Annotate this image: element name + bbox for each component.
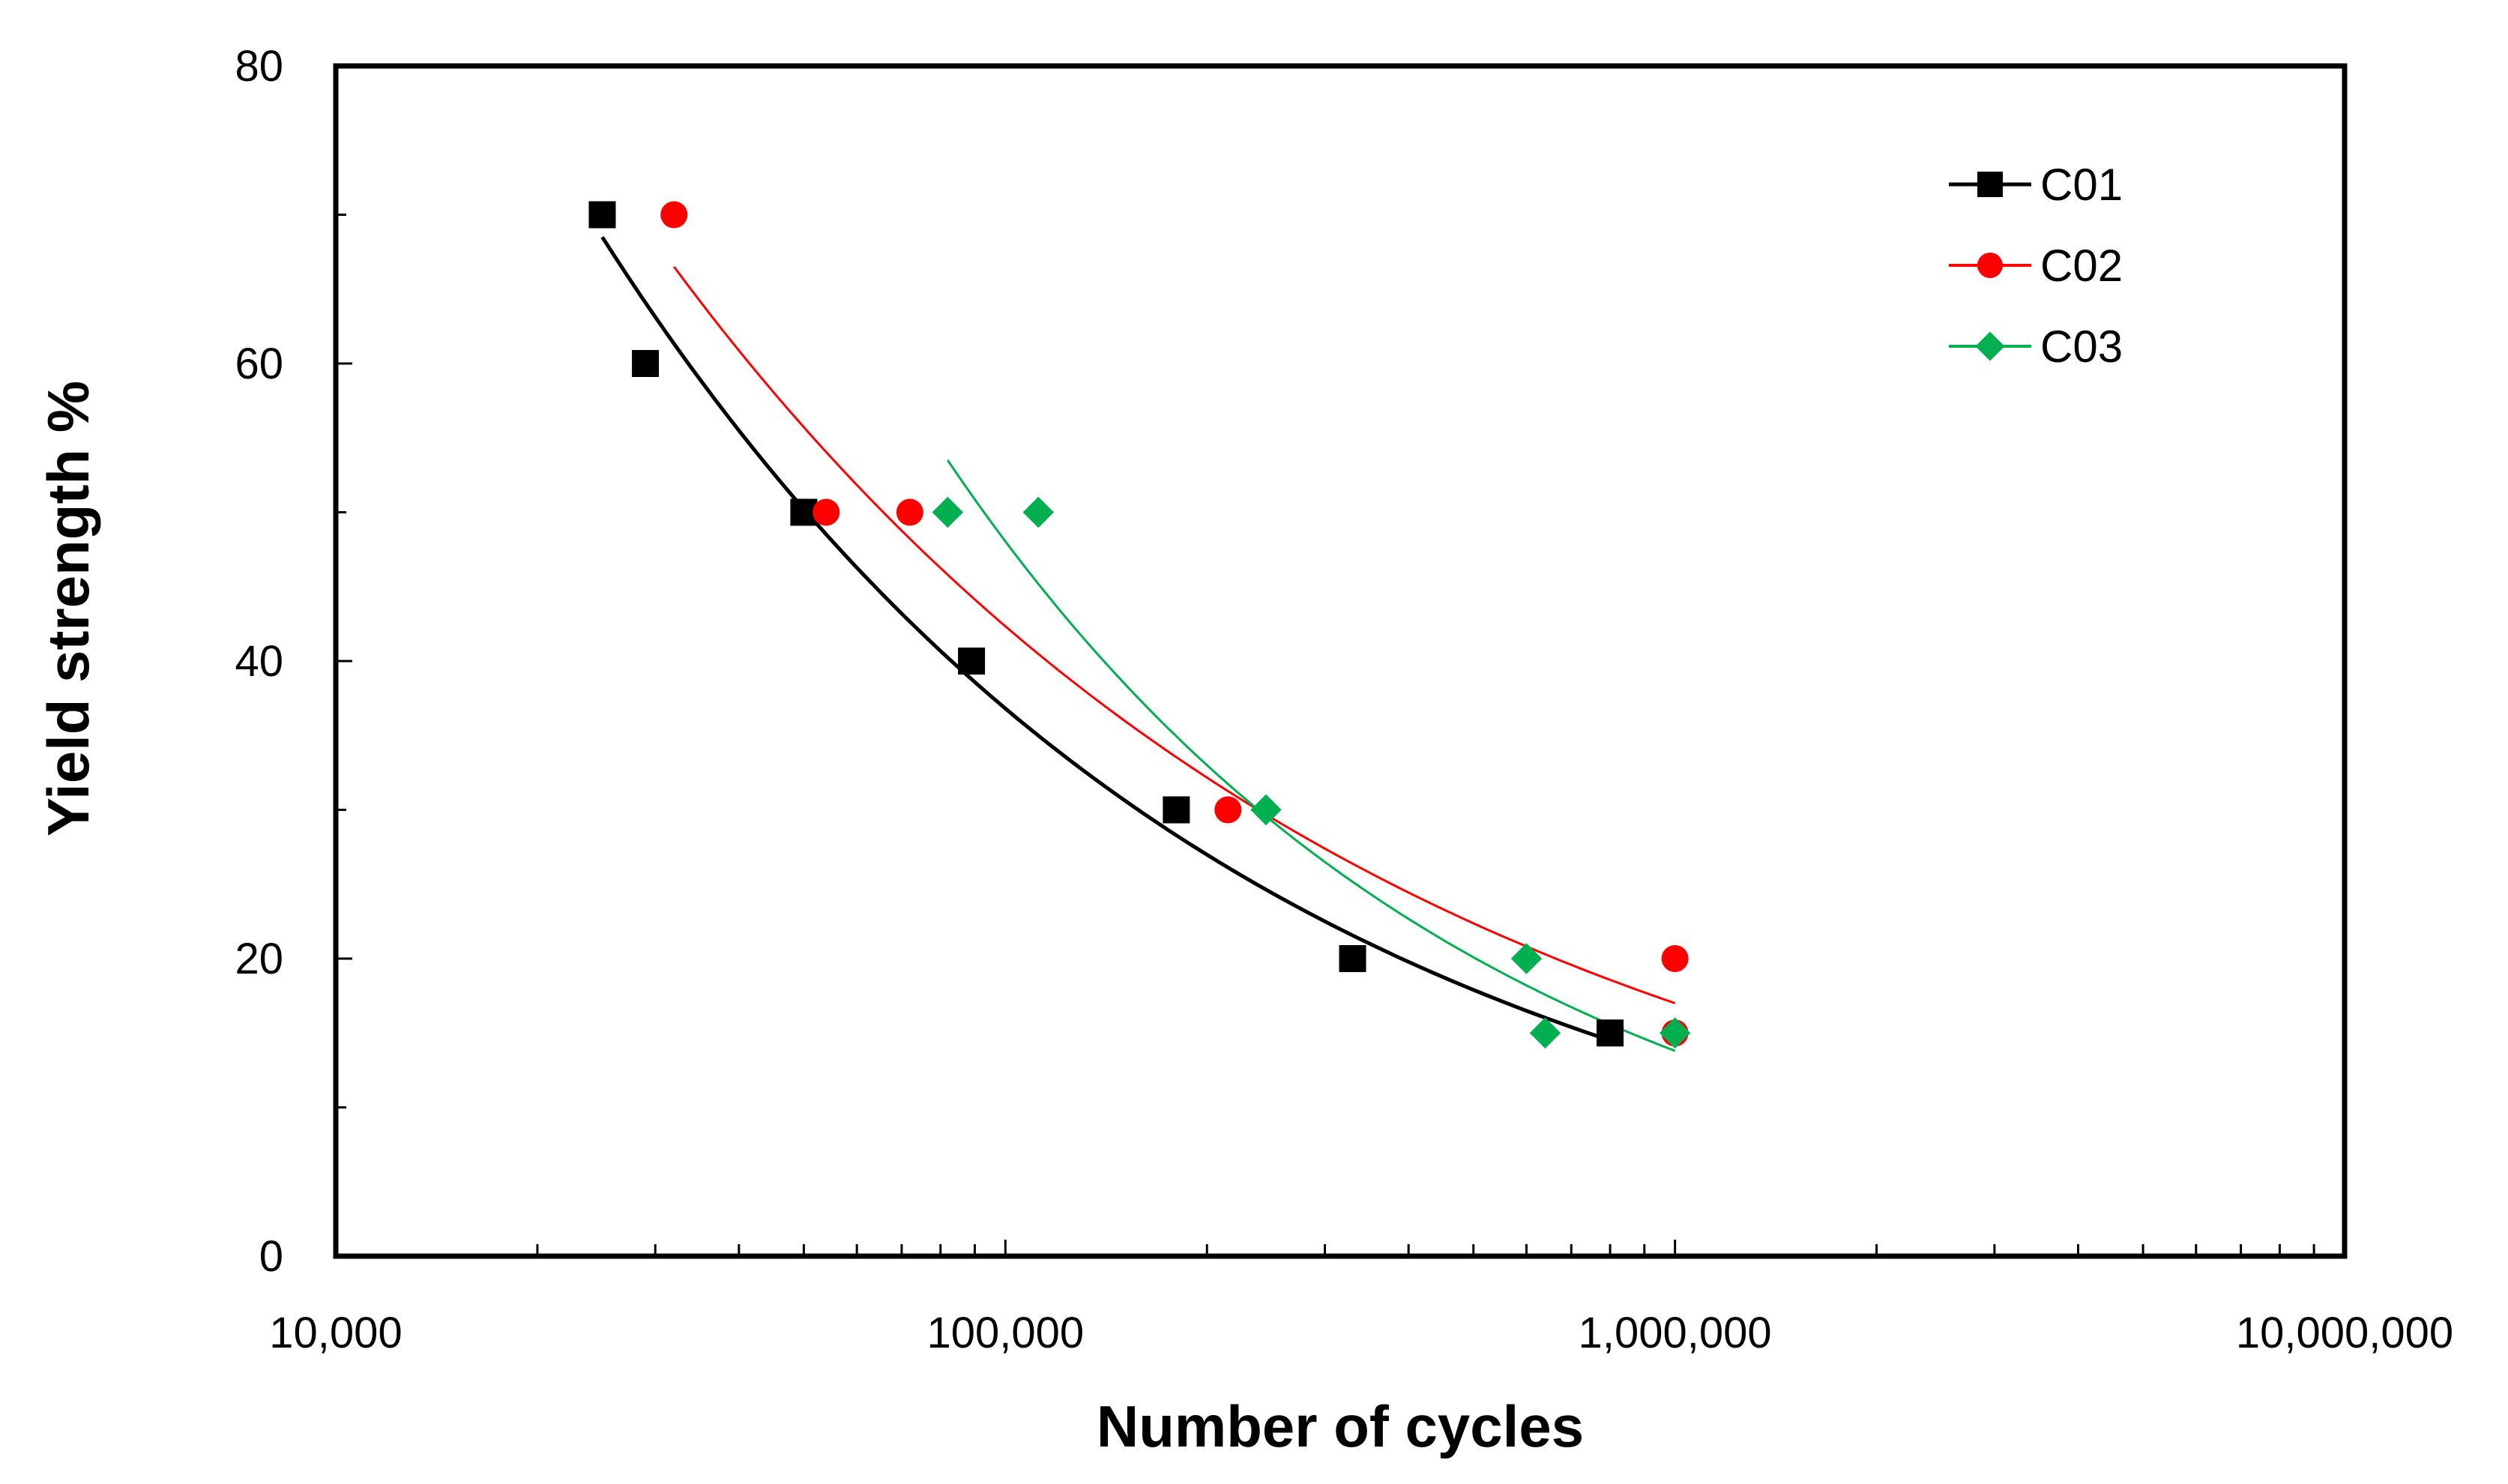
x-axis-title: Number of cycles [1097, 1393, 1584, 1459]
legend-label-c03: C03 [2040, 322, 2123, 372]
trendline-c01 [600, 235, 1611, 1043]
data-point-c03 [1022, 496, 1055, 528]
legend-marker-c03 [1975, 331, 2005, 361]
data-point-c01 [1597, 1019, 1624, 1047]
data-point-c01 [1339, 945, 1366, 972]
x-tick-label: 100,000 [927, 1309, 1085, 1357]
data-point-c02 [896, 498, 923, 526]
data-point-c01 [1163, 796, 1190, 824]
trendline-c03 [947, 459, 1676, 1052]
legend-marker-c02 [1977, 253, 2003, 278]
data-point-c03 [1250, 794, 1282, 826]
y-tick-label: 80 [235, 42, 283, 91]
x-tick-label: 10,000 [269, 1309, 402, 1357]
legend-label-c02: C02 [2040, 241, 2123, 291]
y-tick-label: 40 [235, 637, 283, 686]
data-point-c03 [1510, 943, 1543, 974]
legend-marker-c01 [1977, 172, 2003, 197]
y-axis-title: Yield strength % [35, 381, 101, 836]
data-point-c03 [932, 496, 964, 528]
data-point-c01 [588, 201, 616, 229]
trendline-c02 [673, 266, 1676, 1004]
y-tick-label: 0 [259, 1232, 283, 1281]
data-point-c02 [660, 201, 688, 229]
data-point-c02 [813, 498, 840, 526]
y-tick-label: 60 [235, 340, 283, 388]
legend-label-c01: C01 [2040, 160, 2123, 210]
data-point-c03 [1659, 1017, 1691, 1049]
data-point-c01 [958, 648, 986, 675]
data-point-c02 [1661, 945, 1689, 972]
data-point-c02 [1214, 796, 1242, 824]
x-tick-label: 1,000,000 [1579, 1309, 1772, 1357]
data-point-c01 [632, 350, 660, 377]
data-point-c03 [1529, 1017, 1561, 1049]
x-tick-label: 10,000,000 [2236, 1309, 2453, 1357]
y-tick-label: 20 [235, 935, 283, 983]
